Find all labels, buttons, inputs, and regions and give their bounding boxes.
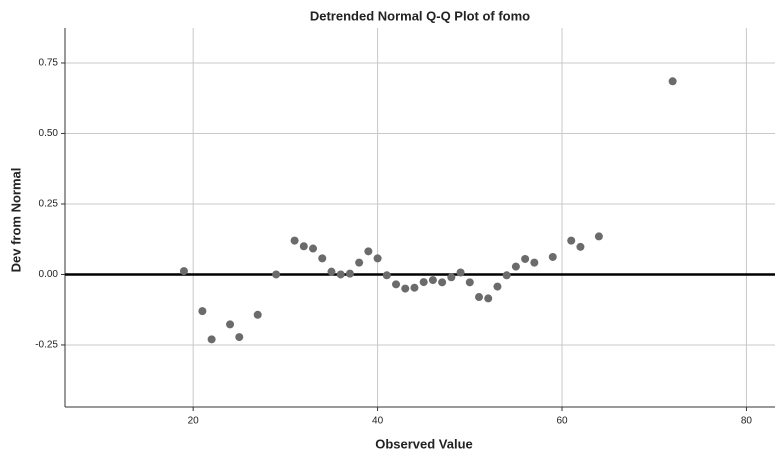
point bbox=[419, 278, 428, 287]
x-tick-label: 80 bbox=[741, 416, 753, 427]
y-tick-label: -0.25 bbox=[35, 340, 58, 351]
point bbox=[438, 278, 447, 287]
x-axis-label: Observed Value bbox=[375, 436, 473, 451]
point bbox=[447, 273, 456, 282]
point bbox=[410, 283, 419, 292]
x-tick-label: 20 bbox=[188, 416, 200, 427]
point bbox=[521, 254, 530, 263]
point bbox=[345, 269, 354, 278]
point bbox=[235, 333, 244, 342]
y-axis-label: Dev from Normal bbox=[8, 168, 23, 273]
point bbox=[382, 271, 391, 280]
y-tick-label: 0.00 bbox=[39, 269, 59, 280]
point bbox=[465, 278, 474, 287]
y-tick-label: 0.25 bbox=[39, 199, 59, 210]
x-tick-label: 60 bbox=[556, 416, 568, 427]
point bbox=[290, 236, 299, 245]
point bbox=[336, 270, 345, 279]
point bbox=[576, 242, 585, 251]
point bbox=[502, 271, 511, 280]
point bbox=[428, 276, 437, 285]
point bbox=[253, 310, 262, 319]
point bbox=[594, 232, 603, 241]
point bbox=[364, 247, 373, 256]
point bbox=[299, 242, 308, 251]
point bbox=[668, 77, 677, 86]
point bbox=[392, 280, 401, 289]
point bbox=[456, 268, 465, 277]
point bbox=[401, 284, 410, 293]
point bbox=[567, 236, 576, 245]
point bbox=[226, 320, 235, 329]
point bbox=[484, 294, 493, 303]
point bbox=[511, 262, 520, 271]
point bbox=[179, 267, 188, 276]
x-tick-label: 40 bbox=[372, 416, 384, 427]
point bbox=[493, 282, 502, 291]
point bbox=[318, 254, 327, 263]
point bbox=[355, 258, 364, 267]
point bbox=[548, 252, 557, 261]
point bbox=[373, 254, 382, 263]
point bbox=[530, 258, 539, 267]
y-tick-label: 0.75 bbox=[39, 58, 59, 69]
point bbox=[309, 244, 318, 253]
point bbox=[207, 335, 216, 344]
point bbox=[475, 293, 484, 302]
point bbox=[198, 307, 207, 316]
point bbox=[272, 270, 281, 279]
chart-title: Detrended Normal Q-Q Plot of fomo bbox=[310, 8, 530, 23]
point bbox=[327, 267, 336, 276]
y-tick-label: 0.50 bbox=[39, 128, 59, 139]
